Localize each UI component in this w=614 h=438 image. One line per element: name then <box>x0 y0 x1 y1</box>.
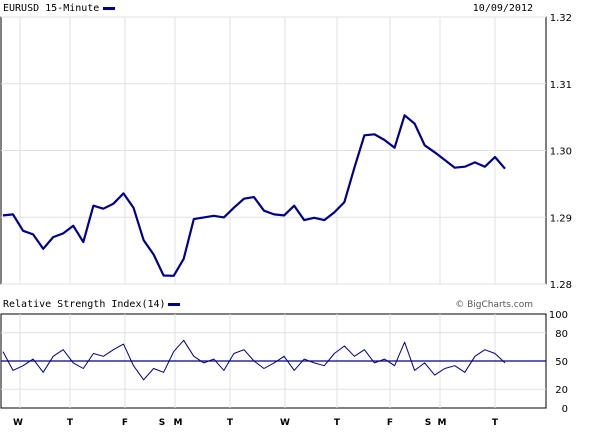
x-day-label: T <box>227 418 234 428</box>
x-day-label: S <box>159 418 165 428</box>
price-grid <box>1 16 546 285</box>
rsi-series-line <box>2 339 506 381</box>
price-y-tick-label: 1.29 <box>550 213 572 224</box>
credit-text: © BigCharts.com <box>455 300 533 310</box>
price-y-tick-label: 1.28 <box>550 280 572 291</box>
rsi-y-tick-label: 100 <box>549 310 568 321</box>
rsi-y-axis: 100 80 50 20 0 <box>549 310 568 415</box>
price-y-tick-label: 1.32 <box>550 13 572 24</box>
title-legend-swatch <box>103 7 115 10</box>
x-day-label: W <box>13 418 23 428</box>
rsi-y-tick-label: 0 <box>562 404 568 415</box>
chart-date: 10/09/2012 <box>473 3 533 14</box>
x-day-label: T <box>67 418 74 428</box>
price-y-tick-label: 1.30 <box>550 147 572 158</box>
x-day-label: M <box>174 418 183 428</box>
price-y-tick-label: 1.31 <box>550 80 572 91</box>
chart-title: EURUSD 15-Minute <box>3 3 99 14</box>
price-y-axis: 1.32 1.31 1.30 1.29 1.28 <box>550 13 572 291</box>
x-day-label: F <box>122 418 128 428</box>
x-day-label: F <box>387 418 393 428</box>
x-day-label: W <box>280 418 290 428</box>
rsi-legend-swatch <box>168 303 180 306</box>
x-day-label: T <box>334 418 341 428</box>
rsi-y-tick-label: 80 <box>555 329 568 340</box>
x-day-label: T <box>492 418 499 428</box>
x-day-label: S <box>425 418 431 428</box>
rsi-y-tick-label: 50 <box>555 357 568 368</box>
rsi-title: Relative Strength Index(14) <box>3 299 166 310</box>
price-series-line <box>2 114 506 277</box>
rsi-y-tick-label: 20 <box>555 385 568 396</box>
x-day-label: M <box>438 418 447 428</box>
